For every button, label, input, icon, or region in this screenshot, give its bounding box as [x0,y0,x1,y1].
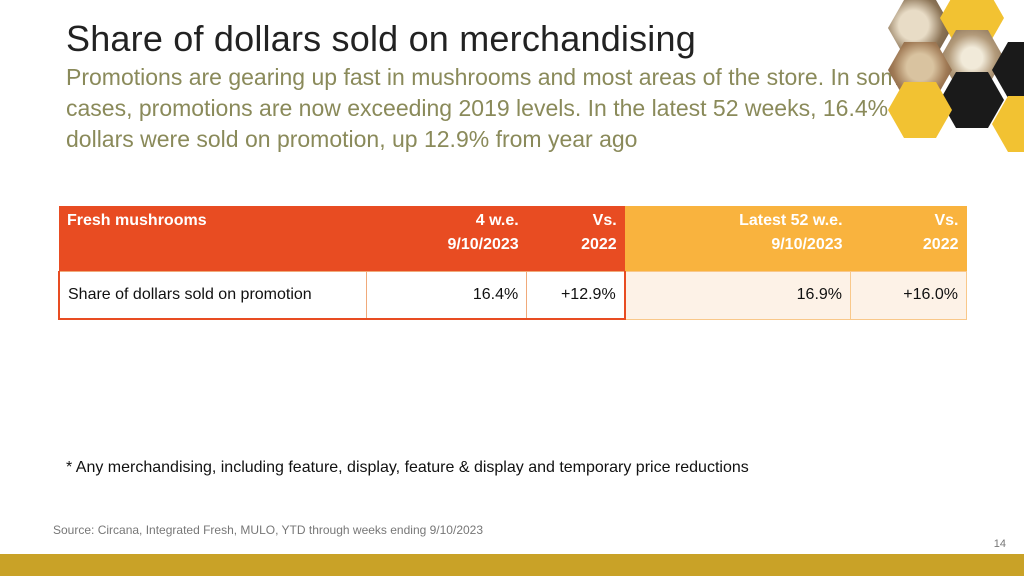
table-row: Share of dollars sold on promotion 16.4%… [58,270,967,320]
header-vs-a-line1: Vs. [592,212,617,229]
cell-vs-a-value: +12.9% [526,270,626,320]
table-header-row: Fresh mushrooms 4 w.e. 9/10/2023 Vs. 202… [59,206,967,271]
honeycomb-hex [888,82,952,138]
footnote: * Any merchandising, including feature, … [66,459,749,476]
slide-title: Share of dollars sold on merchandising [66,18,696,59]
header-category-label: Fresh mushrooms [67,212,207,229]
bottom-bar [0,554,1024,576]
source-citation: Source: Circana, Integrated Fresh, MULO,… [53,523,484,537]
hexagon-decoration [884,0,1024,180]
promotion-table: Fresh mushrooms 4 w.e. 9/10/2023 Vs. 202… [58,206,967,320]
header-vs-2022-a: Vs. 2022 [526,206,625,271]
row-label: Share of dollars sold on promotion [58,270,368,320]
cell-4we-value: 16.4% [366,270,528,320]
page-number: 14 [993,538,1006,550]
header-52we-line2: 9/10/2023 [771,236,843,253]
slide-subtitle: Promotions are gearing up fast in mushro… [66,64,914,152]
honeycomb-hex [940,72,1004,128]
header-4we-line2: 9/10/2023 [447,236,519,253]
cell-vs-b-value: +16.0% [850,270,967,320]
header-vs-2022-b: Vs. 2022 [850,206,967,271]
header-52we: Latest 52 w.e. 9/10/2023 [624,206,851,271]
header-4we: 4 w.e. 9/10/2023 [366,206,527,271]
cell-52we-value: 16.9% [624,270,852,320]
header-vs-b-line2: 2022 [922,236,959,253]
header-vs-b-line1: Vs. [934,212,959,229]
header-52we-line1: Latest 52 w.e. [739,212,843,229]
header-4we-line1: 4 w.e. [475,212,519,229]
header-vs-a-line2: 2022 [581,236,617,253]
header-category: Fresh mushrooms [59,206,367,271]
